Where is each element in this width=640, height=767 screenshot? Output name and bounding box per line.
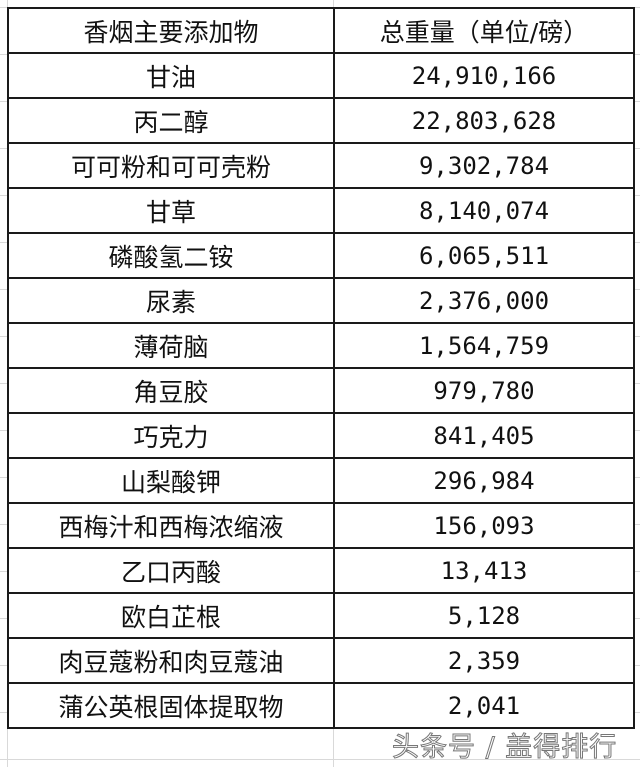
table-row: 欧白芷根 5,128	[7, 592, 635, 639]
additive-name-cell[interactable]: 山梨酸钾	[7, 457, 335, 504]
weight-value-cell[interactable]: 24,910,166	[333, 52, 635, 99]
weight-value-cell[interactable]: 841,405	[333, 412, 635, 459]
table-row: 可可粉和可可壳粉 9,302,784	[7, 142, 635, 189]
table-row: 巧克力 841,405	[7, 412, 635, 459]
additive-name-cell[interactable]: 薄荷脑	[7, 322, 335, 369]
table-row: 蒲公英根固体提取物 2,041	[7, 682, 635, 729]
table-row: 丙二醇 22,803,628	[7, 97, 635, 144]
additive-name-cell[interactable]: 巧克力	[7, 412, 335, 459]
table-row: 肉豆蔻粉和肉豆蔻油 2,359	[7, 637, 635, 684]
weight-value-cell[interactable]: 1,564,759	[333, 322, 635, 369]
additives-table: 香烟主要添加物 总重量（单位/磅） 甘油 24,910,166 丙二醇 22,803,…	[7, 7, 635, 729]
weight-value-cell[interactable]: 9,302,784	[333, 142, 635, 189]
additive-name-cell[interactable]: 西梅汁和西梅浓缩液	[7, 502, 335, 549]
weight-value-cell[interactable]: 8,140,074	[333, 187, 635, 234]
weight-value-cell[interactable]: 5,128	[333, 592, 635, 639]
additive-name-cell[interactable]: 肉豆蔻粉和肉豆蔻油	[7, 637, 335, 684]
weight-value-cell[interactable]: 22,803,628	[333, 97, 635, 144]
weight-value-cell[interactable]: 979,780	[333, 367, 635, 414]
weight-value-cell[interactable]: 2,376,000	[333, 277, 635, 324]
table-row: 角豆胶 979,780	[7, 367, 635, 414]
additive-name-cell[interactable]: 丙二醇	[7, 97, 335, 144]
additive-name-cell[interactable]: 尿素	[7, 277, 335, 324]
table-row: 山梨酸钾 296,984	[7, 457, 635, 504]
weight-value-cell[interactable]: 2,041	[333, 682, 635, 729]
additive-name-cell[interactable]: 甘草	[7, 187, 335, 234]
header-row: 香烟主要添加物 总重量（单位/磅）	[7, 7, 635, 54]
weight-value-cell[interactable]: 296,984	[333, 457, 635, 504]
weight-value-cell[interactable]: 2,359	[333, 637, 635, 684]
additive-name-cell[interactable]: 蒲公英根固体提取物	[7, 682, 335, 729]
table-row: 甘草 8,140,074	[7, 187, 635, 234]
additive-name-cell[interactable]: 欧白芷根	[7, 592, 335, 639]
table-row: 甘油 24,910,166	[7, 52, 635, 99]
additive-name-cell[interactable]: 角豆胶	[7, 367, 335, 414]
weight-value-cell[interactable]: 156,093	[333, 502, 635, 549]
additive-name-cell[interactable]: 可可粉和可可壳粉	[7, 142, 335, 189]
header-additive[interactable]: 香烟主要添加物	[7, 7, 335, 54]
additive-name-cell[interactable]: 乙口丙酸	[7, 547, 335, 594]
weight-value-cell[interactable]: 6,065,511	[333, 232, 635, 279]
header-weight[interactable]: 总重量（单位/磅）	[333, 7, 635, 54]
table-row: 磷酸氢二铵 6,065,511	[7, 232, 635, 279]
watermark: 头条号 / 盖得排行	[391, 732, 618, 764]
table-row: 乙口丙酸 13,413	[7, 547, 635, 594]
table-row: 薄荷脑 1,564,759	[7, 322, 635, 369]
table-row: 尿素 2,376,000	[7, 277, 635, 324]
table-row: 西梅汁和西梅浓缩液 156,093	[7, 502, 635, 549]
additive-name-cell[interactable]: 磷酸氢二铵	[7, 232, 335, 279]
additive-name-cell[interactable]: 甘油	[7, 52, 335, 99]
weight-value-cell[interactable]: 13,413	[333, 547, 635, 594]
